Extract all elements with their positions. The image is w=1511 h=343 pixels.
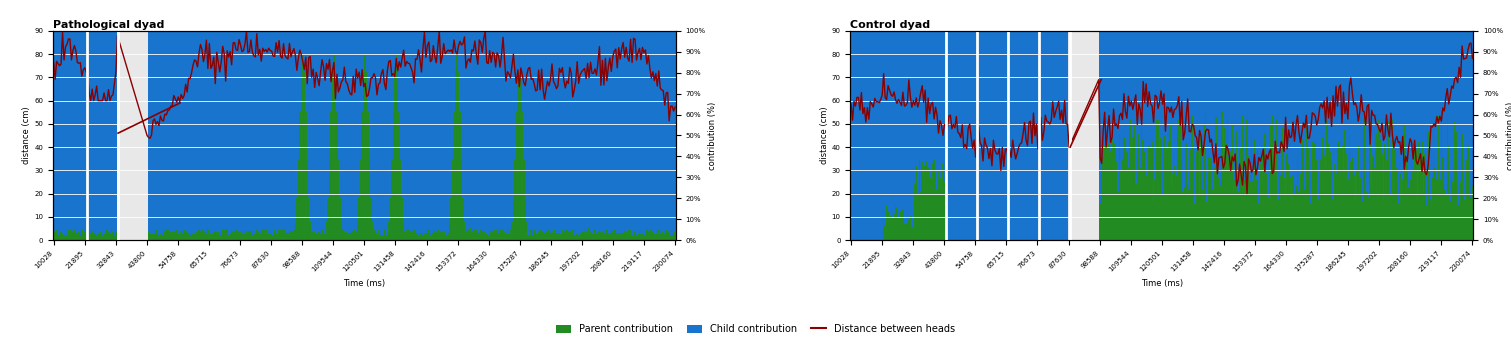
- Text: Control dyad: Control dyad: [851, 20, 931, 30]
- Text: Pathological dyad: Pathological dyad: [53, 20, 165, 30]
- Legend: Parent contribution, Child contribution, Distance between heads: Parent contribution, Child contribution,…: [553, 320, 958, 338]
- Y-axis label: distance (cm): distance (cm): [820, 107, 828, 164]
- X-axis label: Time (ms): Time (ms): [343, 279, 385, 288]
- Y-axis label: contribution (%): contribution (%): [709, 102, 718, 169]
- X-axis label: Time (ms): Time (ms): [1141, 279, 1183, 288]
- Y-axis label: distance (cm): distance (cm): [23, 107, 32, 164]
- Y-axis label: contribution (%): contribution (%): [1506, 102, 1511, 169]
